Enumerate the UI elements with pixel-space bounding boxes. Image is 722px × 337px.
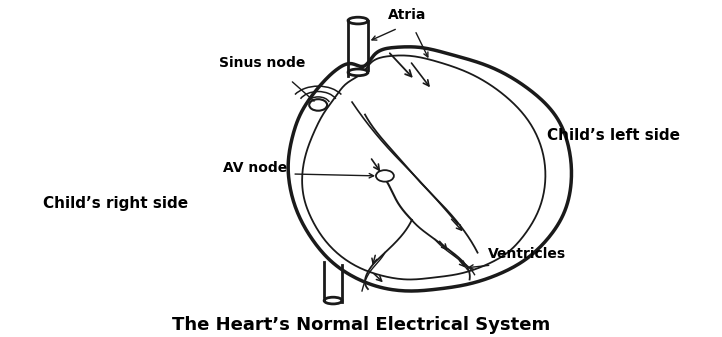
Ellipse shape (376, 170, 394, 182)
Text: The Heart’s Normal Electrical System: The Heart’s Normal Electrical System (172, 316, 550, 334)
Text: AV node: AV node (222, 161, 287, 175)
Text: Ventricles: Ventricles (487, 247, 565, 262)
Text: Sinus node: Sinus node (219, 56, 305, 70)
Text: Atria: Atria (388, 8, 426, 22)
Text: Child’s left side: Child’s left side (547, 128, 680, 144)
Ellipse shape (309, 99, 327, 111)
Ellipse shape (348, 69, 368, 76)
Ellipse shape (324, 297, 342, 304)
Text: Child’s right side: Child’s right side (43, 195, 188, 211)
